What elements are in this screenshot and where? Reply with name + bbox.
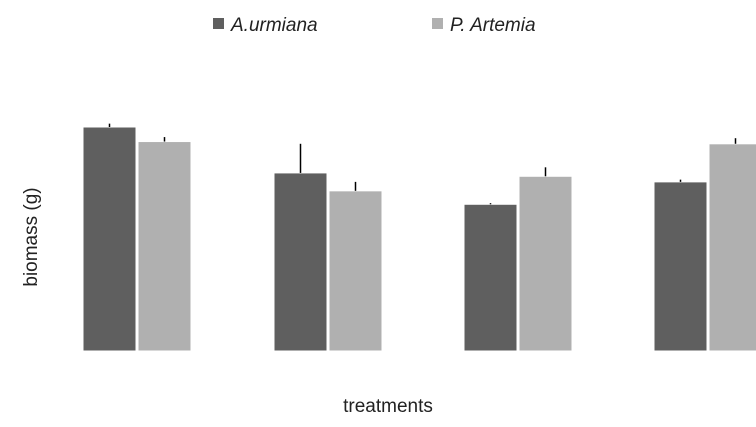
- bar-p-artemia-2: [328, 190, 383, 352]
- legend-label-p-artemia: P. Artemia: [450, 15, 536, 36]
- bar-a-urmiana-3: [463, 203, 518, 352]
- legend: A.urmiana P. Artemia: [213, 15, 536, 36]
- legend-swatch-a-urmiana: [213, 18, 224, 29]
- y-axis-title: biomass (g): [21, 187, 42, 286]
- plot-area: [82, 123, 756, 352]
- bar-p-artemia-1: [137, 141, 192, 352]
- bar-p-artemia-3: [518, 175, 573, 352]
- bar-a-urmiana-1: [82, 126, 137, 352]
- bar-a-urmiana-4: [653, 181, 708, 352]
- bar-p-artemia-4: [708, 143, 756, 352]
- bar-a-urmiana-2: [273, 172, 328, 352]
- x-axis-title: treatments: [343, 396, 433, 417]
- legend-swatch-p-artemia: [432, 18, 443, 29]
- legend-label-a-urmiana: A.urmiana: [230, 15, 318, 36]
